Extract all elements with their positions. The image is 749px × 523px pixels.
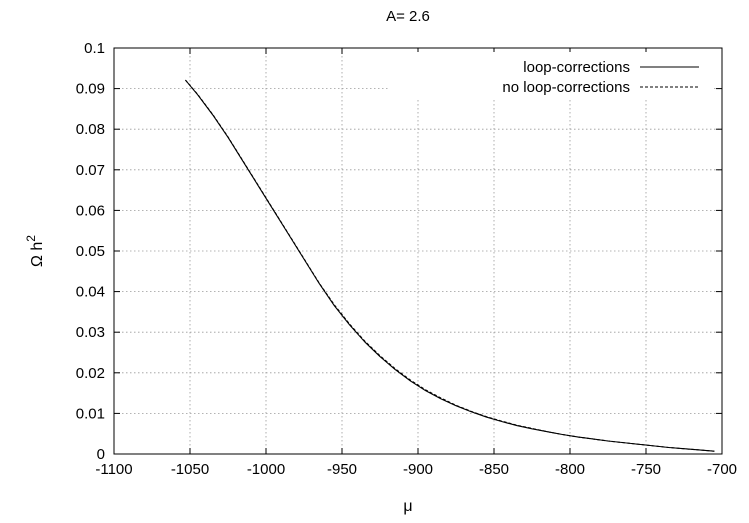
y-tick-label: 0.03: [76, 324, 105, 341]
y-tick-label: 0.05: [76, 243, 105, 260]
y-tick-label: 0.01: [76, 405, 105, 422]
y-tick-label: 0.02: [76, 365, 105, 382]
x-tick-label: -900: [403, 461, 433, 478]
x-tick-label: -750: [631, 461, 661, 478]
x-tick-label: -1050: [171, 461, 209, 478]
legend-label-loop-corrections: loop-corrections: [523, 59, 630, 76]
grid-lines: [114, 48, 722, 454]
axis-ticks: -1100 -1050 -1000 -950 -900 -850 -800 -750 -700 0…: [76, 40, 737, 478]
x-tick-label: -800: [555, 461, 585, 478]
y-axis-title-superscript: 2: [24, 235, 38, 242]
y-tick-label: 0.1: [84, 40, 105, 57]
x-axis-title: μ: [403, 498, 412, 515]
x-tick-label: -1000: [247, 461, 285, 478]
y-axis-title: Ω h2: [24, 235, 46, 267]
y-tick-label: 0.07: [76, 162, 105, 179]
x-tick-label: -1100: [95, 461, 132, 478]
chart-title: A= 2.6: [386, 8, 430, 25]
y-tick-label: 0: [97, 446, 105, 463]
legend: loop-corrections no loop-corrections: [390, 52, 712, 98]
x-tick-label: -950: [327, 461, 357, 478]
series-line-loop-corrections: [185, 79, 715, 452]
x-tick-label: -700: [707, 461, 737, 478]
y-axis-title-main: Ω h: [29, 242, 46, 267]
x-tick-label: -850: [479, 461, 509, 478]
legend-background: [390, 52, 712, 98]
legend-label-no-loop-corrections: no loop-corrections: [502, 79, 630, 96]
series-lines: [185, 79, 715, 452]
y-tick-label: 0.04: [76, 284, 105, 301]
y-tick-label: 0.08: [76, 121, 105, 138]
series-line-no-loop-corrections: [185, 79, 715, 452]
y-tick-label: 0.09: [76, 81, 105, 98]
plot-frame: [113, 47, 723, 455]
y-tick-label: 0.06: [76, 202, 105, 219]
